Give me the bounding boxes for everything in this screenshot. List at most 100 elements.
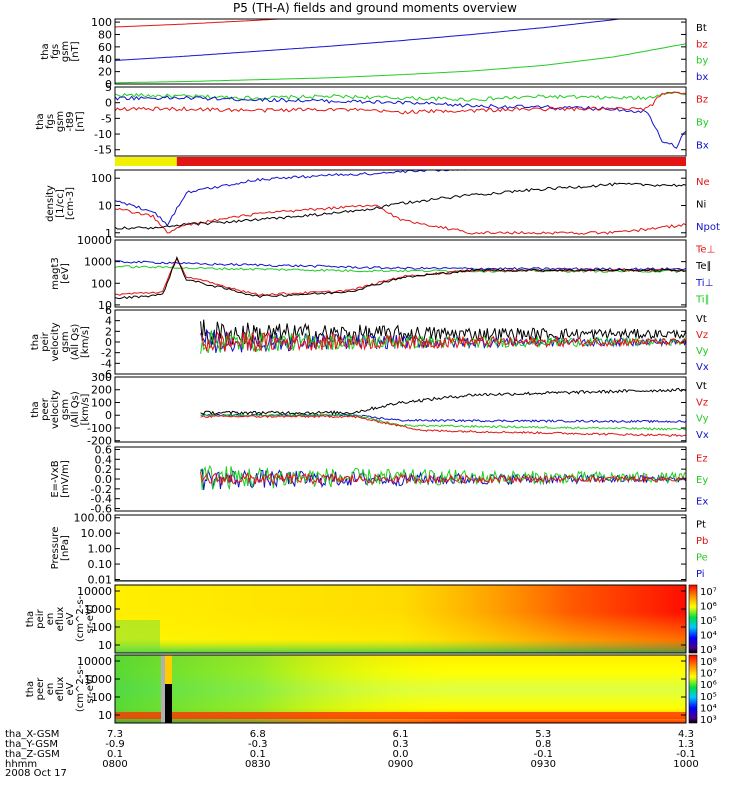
y-tick-label: 10 <box>98 199 112 212</box>
panel-frame <box>114 584 687 654</box>
x-row-value: 0.0 <box>393 749 409 760</box>
y-axis-label-line: magt3 <box>50 257 61 290</box>
series-line-black <box>115 255 686 300</box>
x-row-value: -0.9 <box>105 739 125 750</box>
colorbar-tick-label: 10⁶ <box>700 680 717 691</box>
y-axis-label-line: gsm <box>55 111 66 132</box>
date-label: 2008 Oct 17 <box>5 768 67 779</box>
y-tick-label: 1000 <box>84 603 112 616</box>
colorbar-tick-label: 10⁴ <box>700 703 717 714</box>
series-line-blue <box>115 95 686 149</box>
legend-entry: Bx <box>696 141 709 152</box>
legend-entry: Vz <box>696 397 708 408</box>
y-axis-label-line: (All Qs) <box>70 324 81 361</box>
y-tick-label: 40 <box>98 53 112 66</box>
ion-spectrogram-vertical-shade <box>115 585 686 653</box>
y-axis-label-line: eV <box>65 682 76 695</box>
y-axis-label-line: gsm <box>60 399 71 420</box>
y-tick-label: 1.00 <box>88 543 113 556</box>
y-tick-label: 1000 <box>84 256 112 269</box>
y-axis-label-line: eflux <box>55 677 66 702</box>
panel-4: 10 100 1000 10000 magt3 [eV] Te⊥ Te∥ Ti⊥ Ti∥ <box>50 234 715 312</box>
y-axis-label: E=-VxB [mV/m] <box>50 460 71 498</box>
series-line-blue <box>115 19 625 61</box>
series-line-red <box>115 19 287 28</box>
series-line-black <box>115 182 686 230</box>
legend-entry: Te⊥ <box>695 244 715 255</box>
y-tick-label: 0 <box>105 97 112 110</box>
x-row-name: hhmm <box>5 759 37 770</box>
y-axis-label-line: density <box>45 185 56 222</box>
panel-frame <box>114 18 687 85</box>
y-tick-label: 300 <box>91 371 112 384</box>
electron-spectrogram-bottom-band <box>115 712 686 719</box>
electron-spectrogram-dropout-top <box>165 655 172 684</box>
series-line-green <box>200 413 686 431</box>
x-row-value: 6.8 <box>250 729 266 740</box>
y-tick-label: 0.6 <box>95 443 113 456</box>
y-tick-label: -10 <box>94 128 112 141</box>
y-axis-label-line: [km/s] <box>80 393 91 425</box>
series-group <box>115 91 686 149</box>
x-axis-ticks: tha_X-GSM 7.3 6.8 6.1 5.3 4.3 tha_Y-GSM -0.9 -0.… <box>5 717 699 770</box>
y-tick-label: 4 <box>105 315 112 328</box>
series-line-green <box>200 464 686 491</box>
y-axis-label-line: tha <box>30 401 41 417</box>
y-tick-label: 0.0 <box>95 473 113 486</box>
y-axis-label-line: tha <box>25 611 36 627</box>
legend-entry: Vt <box>696 314 707 325</box>
y-axis-label-line: en <box>45 683 56 696</box>
y-tick-label: 0 <box>105 409 112 422</box>
y-axis-label-line: tha <box>25 681 36 697</box>
panel-3: 1 10 100 density [1/cc] [cm-3] Ne Ni Npot <box>45 169 720 240</box>
colorbar <box>688 584 698 654</box>
y-axis-label-line: (cm^2-s- <box>75 665 86 712</box>
series-group <box>200 319 686 354</box>
legend-entry: Vx <box>696 430 709 441</box>
electron-spectrogram-horizontal-shade <box>115 655 686 723</box>
x-row-value: 0.3 <box>393 739 409 750</box>
y-tick-label: -0.4 <box>91 493 112 506</box>
x-row-value: 7.3 <box>107 729 123 740</box>
y-axis-label-line: peer <box>40 397 51 421</box>
legend-entry: bz <box>696 39 708 50</box>
y-tick-label: 0.10 <box>88 558 113 571</box>
x-row-value: 0.1 <box>107 749 123 760</box>
panel-frame <box>114 239 687 308</box>
y-axis-label: tha fgs gsm [nT] <box>40 41 81 62</box>
y-tick-label: -100 <box>87 422 112 435</box>
legend-entry: Ni <box>696 200 706 211</box>
legend-entry: By <box>696 118 709 129</box>
y-tick-label: 10 <box>98 639 112 652</box>
series-group <box>200 387 686 437</box>
legend-entry: bx <box>696 72 708 83</box>
legend-entry: Ne <box>696 177 710 188</box>
y-axis-label-line: peer <box>35 677 46 701</box>
y-tick-label: 10000 <box>77 655 112 668</box>
colorbar-tick-label: 10⁷ <box>700 669 717 680</box>
y-axis-label-line: [eV] <box>60 263 71 284</box>
y-axis-label-line: Pressure <box>50 527 61 570</box>
panel-frame <box>114 514 687 582</box>
panel-frame <box>114 446 687 512</box>
panel-7: -0.6-0.4-0.20.00.20.40.6 E=-VxB [mV/m] Ez Ey… <box>50 443 708 515</box>
y-tick-label: 1 <box>105 227 112 240</box>
y-axis-label-line: gsm <box>60 331 71 352</box>
y-tick-label: 100 <box>91 16 112 29</box>
legend-entry: Vt <box>696 381 707 392</box>
mode-bar-segment <box>115 157 177 166</box>
mode-bar-segment <box>176 157 686 166</box>
y-tick-label: 200 <box>91 384 112 397</box>
spec-panel-electron <box>115 655 686 723</box>
colorbar-tick-label: 10⁷ <box>700 587 717 598</box>
series-line-red <box>200 331 686 352</box>
y-tick-label: -15 <box>94 144 112 157</box>
series-line-red <box>200 471 686 486</box>
y-tick-label: 20 <box>98 66 112 79</box>
colorbar-tick-label: 10³ <box>700 645 717 656</box>
y-axis-label-line: fgs <box>45 114 56 129</box>
y-tick-label: 100 <box>91 396 112 409</box>
